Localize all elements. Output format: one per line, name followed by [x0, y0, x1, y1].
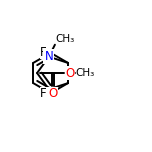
Text: F: F: [40, 87, 47, 100]
Text: O: O: [65, 67, 74, 79]
Text: N: N: [45, 50, 53, 63]
Text: F: F: [40, 46, 47, 59]
Text: O: O: [48, 87, 57, 100]
Text: CH₃: CH₃: [56, 34, 75, 44]
Text: CH₃: CH₃: [75, 68, 95, 78]
